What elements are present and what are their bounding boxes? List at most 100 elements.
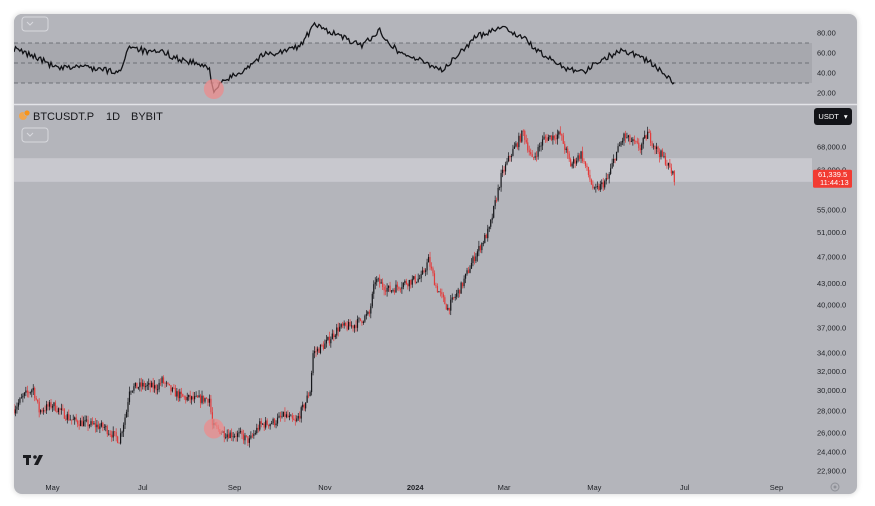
candle-body: [34, 387, 36, 399]
candle-body: [238, 432, 240, 434]
candle-body: [408, 280, 410, 287]
candle-body: [180, 391, 182, 395]
candle: [128, 386, 131, 405]
candle-body: [231, 432, 233, 437]
candle: [642, 136, 644, 149]
candle-body: [343, 322, 345, 326]
candle-body: [94, 423, 97, 428]
candle: [573, 156, 575, 169]
candle: [408, 279, 410, 292]
time-tick-label: Sep: [770, 483, 783, 492]
candle: [205, 397, 208, 400]
candle: [318, 347, 320, 354]
oscillator-line: [14, 21, 675, 95]
candle-body: [478, 245, 480, 252]
candle: [598, 183, 600, 192]
tradingview-logo-icon[interactable]: [23, 455, 43, 465]
candle: [392, 288, 394, 293]
candle-body: [641, 144, 643, 151]
candle-body: [533, 157, 535, 158]
candle: [417, 273, 419, 283]
candle: [322, 341, 325, 351]
main-collapse-button[interactable]: [21, 127, 49, 143]
candle: [503, 166, 505, 176]
candle: [136, 382, 138, 389]
candle-body: [463, 278, 465, 287]
candle-body: [205, 398, 208, 399]
candle-body: [482, 242, 484, 244]
candle-body: [568, 153, 570, 160]
candle-body: [670, 167, 672, 174]
candle-body: [432, 268, 434, 274]
candle: [202, 395, 205, 405]
candle-body: [248, 438, 251, 443]
candle: [343, 320, 345, 329]
candle: [22, 393, 24, 403]
candle: [463, 275, 465, 289]
candle: [186, 392, 188, 402]
candle-body: [356, 319, 359, 328]
candle: [515, 141, 517, 148]
time-tick-label: May: [45, 483, 59, 492]
candle: [456, 289, 458, 300]
candle-body: [65, 418, 67, 420]
candle-body: [117, 436, 119, 443]
settings-icon[interactable]: [830, 482, 840, 492]
price-tick-label: 30,000.0: [817, 386, 846, 395]
currency-button[interactable]: USDT ▾: [814, 108, 852, 125]
candle: [385, 285, 387, 296]
candle-body: [186, 397, 188, 401]
candle: [38, 398, 40, 418]
candle-body: [633, 139, 635, 142]
candle: [26, 385, 28, 398]
candle-body: [331, 333, 333, 340]
candle-body: [450, 299, 452, 311]
candle-body: [655, 146, 658, 150]
candle: [302, 401, 304, 411]
candle-body: [305, 402, 307, 409]
candle: [424, 268, 427, 277]
candle: [454, 293, 456, 301]
candle: [256, 423, 258, 435]
candle: [226, 429, 228, 442]
candle: [615, 151, 618, 162]
candle: [192, 391, 194, 402]
candle-body: [290, 415, 292, 417]
candle-body: [272, 419, 274, 424]
candle: [250, 431, 252, 440]
candle-body: [666, 164, 668, 166]
candle: [349, 319, 351, 327]
candle-body: [236, 433, 239, 437]
candle: [367, 310, 369, 316]
candle-body: [45, 404, 48, 411]
oscillator-collapse-button[interactable]: [21, 16, 49, 32]
candle: [627, 134, 630, 142]
candle: [528, 145, 530, 156]
candle: [257, 424, 259, 433]
price-tick-label: 28,000.0: [817, 406, 846, 415]
candle: [117, 435, 119, 444]
candle-body: [47, 404, 49, 407]
candle-body: [373, 284, 375, 294]
candle: [499, 186, 501, 191]
candle-body: [251, 435, 253, 437]
candle-body: [50, 402, 52, 408]
candle: [453, 297, 455, 300]
candle: [108, 429, 110, 436]
candle-body: [420, 274, 422, 279]
candle: [59, 407, 61, 415]
candle: [151, 380, 153, 388]
candle: [142, 379, 144, 390]
candle-body: [131, 390, 134, 392]
chart-canvas[interactable]: 22,900.0 24,400.0 26,000.0 28,000.0 30,000.0…: [14, 14, 857, 494]
candle-body: [601, 182, 603, 185]
candle-body: [390, 290, 393, 292]
candle-body: [660, 150, 662, 158]
candle: [114, 431, 116, 437]
candle-body: [503, 169, 505, 172]
candle: [345, 322, 347, 327]
candle: [669, 158, 671, 168]
candle: [139, 378, 141, 392]
candle: [633, 135, 635, 145]
candle: [134, 382, 137, 389]
